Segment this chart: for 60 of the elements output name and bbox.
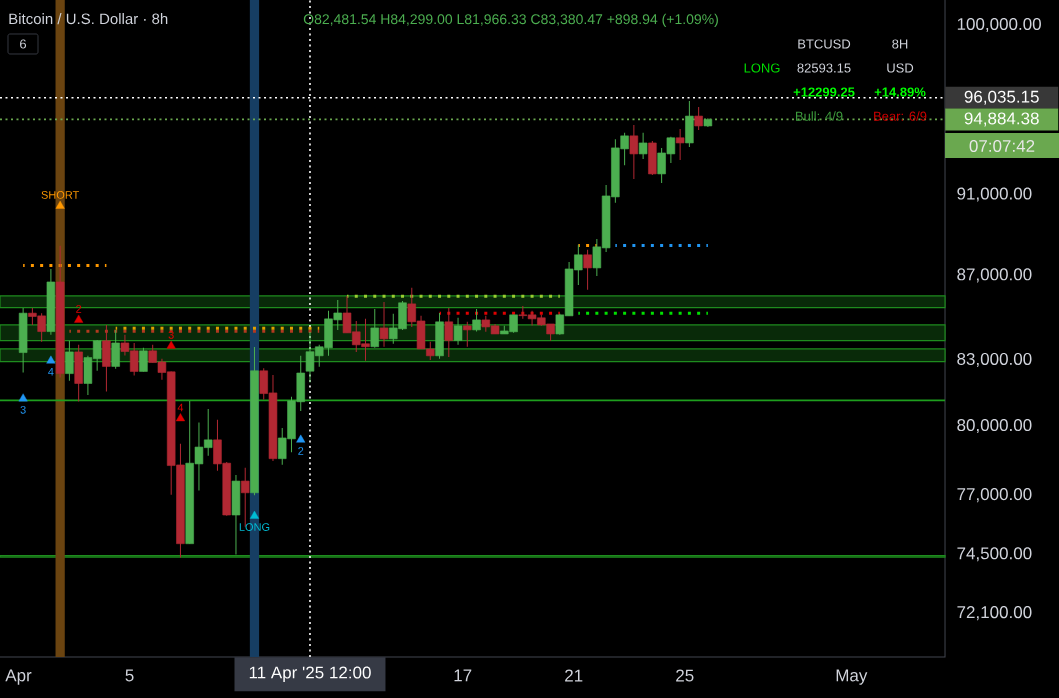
y-tick-label: 77,000.00 — [957, 488, 1032, 503]
text: O82,481.54 H84,299.00 L81,966.33 C83,380.47 +898.94 (+1.09%) — [303, 13, 718, 27]
x-tick-label: 21 — [565, 669, 583, 682]
y-tick-label: 74,500.00 — [957, 547, 1032, 562]
annotation: 3 — [20, 405, 26, 414]
x-tick-label: 25 — [676, 669, 694, 682]
text: Bitcoin / U.S. Dollar · 8h — [9, 13, 168, 25]
annotation: 2 — [298, 447, 304, 455]
point — [74, 314, 84, 323]
candlestick — [675, 128, 685, 161]
candlestick — [583, 249, 592, 291]
candlestick — [370, 308, 379, 349]
point — [175, 413, 185, 422]
point — [296, 434, 306, 443]
candlestick — [379, 301, 389, 348]
annotation: 4 — [48, 368, 54, 376]
annotation: 6 — [20, 39, 27, 49]
y-tick-label: 72,100.00 — [957, 606, 1032, 621]
candlestick — [463, 321, 472, 348]
ref-line-label: 11 Apr '25 12:00 — [249, 666, 371, 682]
x-tick-label: May — [836, 669, 868, 685]
annotation: SHORT — [41, 191, 80, 199]
x-tick-label: Apr — [5, 669, 32, 685]
candlestick — [472, 308, 481, 333]
point — [46, 355, 56, 364]
annotation: 8H — [892, 39, 908, 49]
annotation: +14.89% — [874, 87, 926, 97]
candlestick — [629, 124, 639, 180]
annotation: 2 — [76, 305, 82, 313]
candlestick — [638, 132, 648, 160]
candlestick — [111, 329, 120, 370]
ref-line-label: 96,035.15 — [964, 90, 1039, 105]
annotation: 4 — [177, 403, 184, 412]
y-tick-label: 83,000.00 — [957, 352, 1032, 367]
x-tick-label: 5 — [125, 669, 134, 682]
annotation: LONG — [239, 523, 270, 531]
annotation: 82593.15 — [797, 63, 851, 73]
candlestick — [694, 106, 703, 131]
y-tick-label: 87,000.00 — [957, 268, 1032, 283]
annotation: Bull: 4/9 — [795, 111, 843, 121]
point — [249, 510, 259, 519]
candlestick — [453, 317, 463, 346]
y-tick-label: 100,000.00 — [957, 17, 1041, 33]
annotation: USD — [887, 63, 914, 73]
annotation: BTCUSD — [798, 39, 851, 49]
point — [55, 200, 65, 209]
y-tick-label: 80,000.00 — [957, 419, 1032, 434]
text: 07:07:42 — [969, 139, 1035, 153]
annotation: 3 — [168, 330, 174, 339]
candlestick — [139, 347, 148, 372]
point — [166, 340, 176, 349]
y-tick-label: 91,000.00 — [957, 187, 1032, 202]
candlestick — [65, 340, 74, 382]
annotation: +12299.25 — [793, 87, 855, 97]
annotation: LONG — [744, 63, 780, 73]
x-tick-label: 17 — [454, 669, 472, 682]
candlestick — [444, 307, 454, 358]
ref-line-label: 94,884.38 — [964, 112, 1039, 127]
point — [18, 393, 28, 402]
annotation: Bear: 6/9 — [874, 111, 927, 121]
